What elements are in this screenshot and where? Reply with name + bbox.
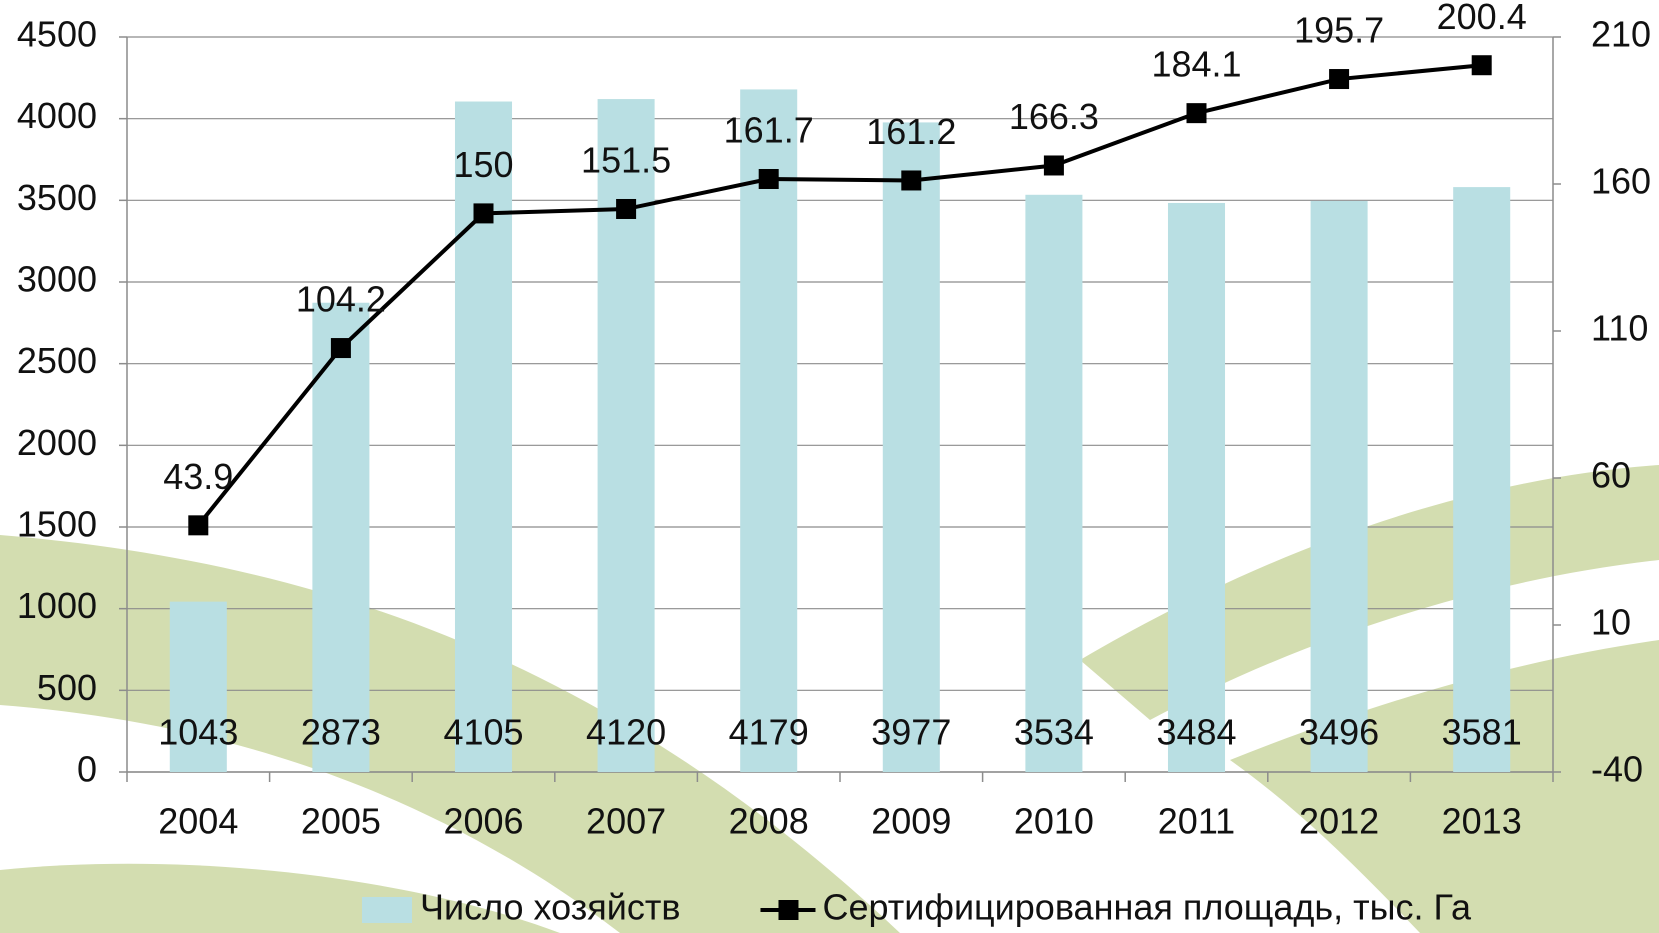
- line-value-label: 161.7: [724, 110, 814, 151]
- line-value-label: 150: [453, 144, 513, 185]
- line-marker: [188, 515, 208, 535]
- legend-label: Сертифицированная площадь, тыс. Га: [822, 887, 1472, 928]
- line-value-label: 200.4: [1437, 0, 1527, 37]
- line-marker: [616, 199, 636, 219]
- bar: [1168, 203, 1225, 772]
- x-tick-label: 2005: [301, 801, 381, 842]
- bar-value-label: 4105: [443, 712, 523, 753]
- bar-value-label: 3581: [1442, 712, 1522, 753]
- bar: [1311, 201, 1368, 772]
- y2-tick-label: 160: [1591, 161, 1651, 202]
- y2-tick-label: 60: [1591, 455, 1631, 496]
- bar-value-label: 3484: [1156, 712, 1236, 753]
- line-value-label: 195.7: [1294, 10, 1384, 51]
- y-tick-label: 1000: [17, 585, 97, 626]
- y-tick-label: 4000: [17, 95, 97, 136]
- y-tick-label: 3500: [17, 177, 97, 218]
- line-marker: [1187, 103, 1207, 123]
- y2-tick-label: 110: [1591, 308, 1648, 349]
- line-marker: [331, 338, 351, 358]
- y-tick-label: 0: [77, 749, 97, 790]
- x-tick-label: 2007: [586, 801, 666, 842]
- chart: 0 500 1000 1500 2000 2500 3000 3500 4000 4500 -40 1…: [0, 0, 1659, 933]
- legend-label: Число хозяйств: [420, 887, 680, 928]
- line-marker: [901, 170, 921, 190]
- bar-value-label: 4179: [729, 712, 809, 753]
- bar-value-label: 3977: [871, 712, 951, 753]
- line-value-label: 43.9: [163, 456, 233, 497]
- bar-value-label: 4120: [586, 712, 666, 753]
- x-tick-label: 2006: [443, 801, 523, 842]
- line: [198, 65, 1481, 525]
- y-tick-label: 2000: [17, 422, 97, 463]
- bar: [455, 102, 512, 772]
- x-tick-label: 2008: [729, 801, 809, 842]
- legend-swatch: [362, 897, 412, 923]
- y-tick-label: 500: [37, 667, 97, 708]
- bar: [883, 122, 940, 772]
- y2-tick-label: 210: [1591, 14, 1651, 55]
- bar-value-label: 1043: [158, 712, 238, 753]
- line-marker: [1044, 155, 1064, 175]
- bar-value-label: 2873: [301, 712, 381, 753]
- x-tick-label: 2013: [1442, 801, 1522, 842]
- line-marker: [1472, 55, 1492, 75]
- background-swooshes: [0, 465, 1659, 933]
- line-marker: [1329, 69, 1349, 89]
- bar: [740, 89, 797, 772]
- y2-tick-label: -40: [1591, 749, 1643, 790]
- line-value-label: 184.1: [1151, 44, 1241, 85]
- x-tick-label: 2011: [1158, 801, 1235, 842]
- bar-value-label: 3496: [1299, 712, 1379, 753]
- legend-swatch: [778, 900, 798, 920]
- y-tick-label: 2500: [17, 340, 97, 381]
- bar: [1025, 195, 1082, 772]
- bar-value-label: 3534: [1014, 712, 1094, 753]
- y2-tick-label: 10: [1591, 602, 1631, 643]
- x-tick-label: 2004: [158, 801, 238, 842]
- bar: [1453, 187, 1510, 772]
- x-tick-label: 2009: [871, 801, 951, 842]
- line-value-label: 151.5: [581, 140, 671, 181]
- y-tick-label: 1500: [17, 504, 97, 545]
- line-marker: [759, 169, 779, 189]
- line-value-label: 166.3: [1009, 96, 1099, 137]
- x-tick-label: 2010: [1014, 801, 1094, 842]
- y-tick-label: 3000: [17, 259, 97, 300]
- line-value-label: 104.2: [296, 279, 386, 320]
- x-tick-label: 2012: [1299, 801, 1379, 842]
- line-value-label: 161.2: [866, 111, 956, 152]
- line-marker: [474, 203, 494, 223]
- y-tick-label: 4500: [17, 14, 97, 55]
